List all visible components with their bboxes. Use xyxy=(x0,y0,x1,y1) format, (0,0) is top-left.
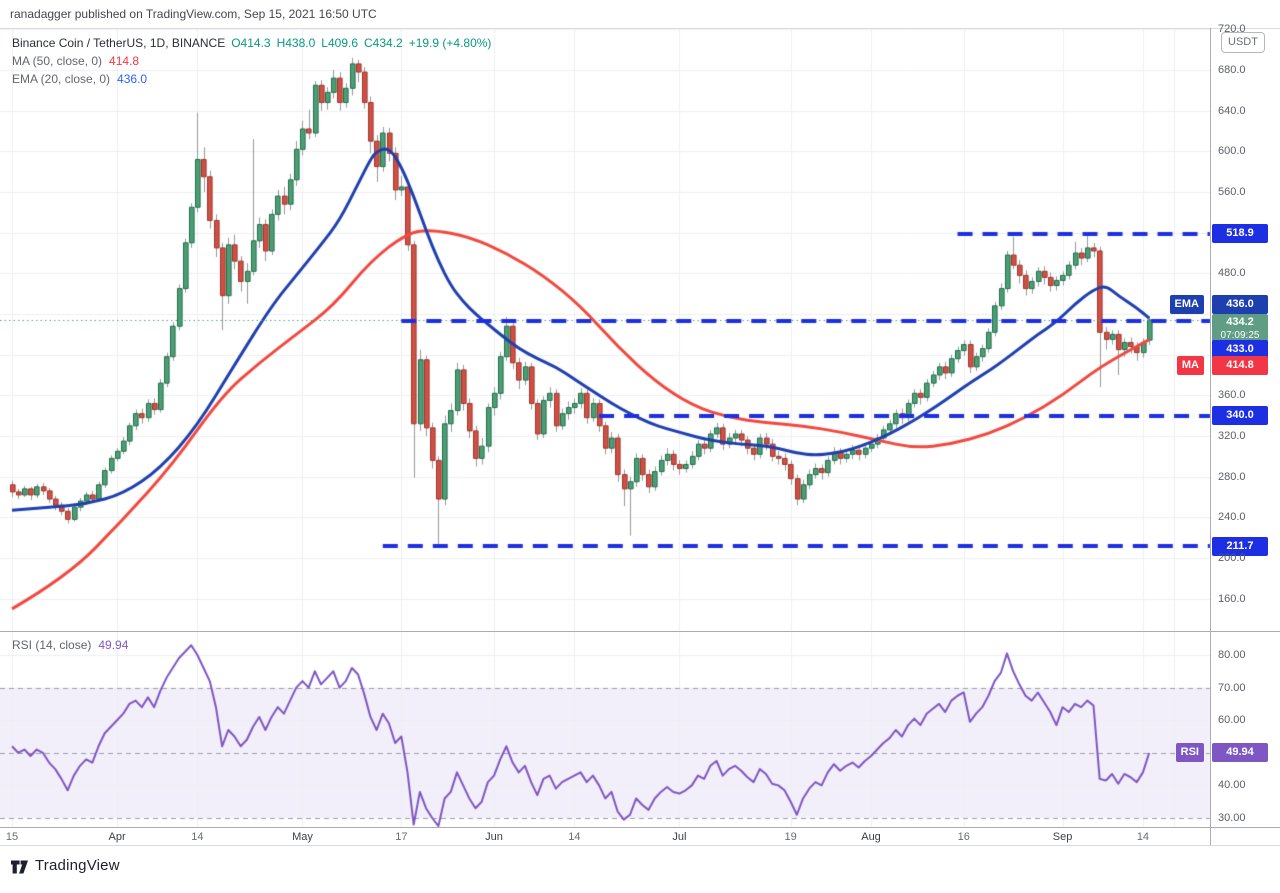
ma-legend[interactable]: MA (50, close, 0) 414.8 xyxy=(12,54,139,68)
time-tick-label-Apr: Apr xyxy=(108,831,126,843)
bottom-border xyxy=(0,845,1280,846)
ema-legend[interactable]: EMA (20, close, 0) 436.0 xyxy=(12,72,147,86)
price-tick-label: 680.0 xyxy=(1218,64,1246,76)
rsi-label: RSI (14, close) xyxy=(12,638,92,652)
tradingview-logo[interactable]: TradingView xyxy=(10,856,120,875)
rsi-axis-value-badge: 49.94 xyxy=(1212,743,1268,762)
price-tick-label: 360.0 xyxy=(1218,389,1246,402)
current-price-value: 434.2 xyxy=(1226,316,1254,328)
ema-axis-value-badge: 436.0 xyxy=(1212,295,1268,314)
time-tick-label-Aug: Aug xyxy=(861,831,881,843)
ohlc-close: C434.2 xyxy=(364,36,403,50)
price-tick-label: 200.0 xyxy=(1218,552,1246,564)
rsi-tick-label: 40.00 xyxy=(1218,779,1246,792)
symbol-title: Binance Coin / TetherUS, 1D, BINANCE xyxy=(12,36,226,50)
time-tick-label-14: 14 xyxy=(568,831,581,843)
time-tick-label-Jun: Jun xyxy=(485,831,503,843)
attribution-text: ranadagger published on TradingView.com,… xyxy=(10,7,377,21)
symbol-legend[interactable]: Binance Coin / TetherUS, 1D, BINANCE O414… xyxy=(12,36,491,50)
time-tick-label-14: 14 xyxy=(1136,831,1150,843)
price-tick-label: 640.0 xyxy=(1218,104,1246,117)
price-axis-border xyxy=(1210,28,1211,845)
time-tick-label-May: May xyxy=(292,831,313,843)
price-tick-label: 560.0 xyxy=(1218,186,1246,198)
current-price-badge: 434.2 07:09:25 xyxy=(1212,314,1268,344)
rsi-legend[interactable]: RSI (14, close) 49.94 xyxy=(12,638,128,652)
rsi-tick-label: 70.00 xyxy=(1218,681,1246,694)
time-tick-label-17: 17 xyxy=(395,831,408,843)
tradingview-logo-icon xyxy=(11,860,28,874)
ma-value: 414.8 xyxy=(109,54,140,68)
tradingview-logo-text: TradingView xyxy=(35,857,120,874)
time-tick-label-Sep: Sep xyxy=(1052,831,1073,843)
price-tick-label: 480.0 xyxy=(1218,267,1246,280)
time-tick-label-16: 16 xyxy=(957,831,970,843)
level-badge-340.0: 340.0 xyxy=(1212,406,1268,425)
rsi-axis-label-chip: RSI xyxy=(1175,743,1204,762)
level-badge-211.7: 211.7 xyxy=(1212,537,1268,556)
time-tick-label-Jul: Jul xyxy=(672,831,687,843)
price-tick-label: 160.0 xyxy=(1218,592,1246,605)
price-tick-label: 720.0 xyxy=(1218,23,1246,36)
level-badge-518.9: 518.9 xyxy=(1212,224,1268,243)
rsi-tick-label: 30.00 xyxy=(1218,812,1246,824)
level-badge-433.0: 433.0 xyxy=(1212,340,1268,359)
ma-axis-label-chip: MA xyxy=(1176,356,1204,375)
time-tick-label-14: 14 xyxy=(191,831,204,843)
price-tick-label: 240.0 xyxy=(1218,511,1246,524)
ohlc-change: +19.9 (+4.80%) xyxy=(408,36,492,50)
ema-axis-label-chip: EMA xyxy=(1169,295,1204,314)
rsi-value: 49.94 xyxy=(98,638,129,652)
price-tick-label: 600.0 xyxy=(1218,145,1246,158)
ema-value: 436.0 xyxy=(117,72,148,86)
time-tick-label-19: 19 xyxy=(784,831,797,843)
time-tick-label-15: 15 xyxy=(5,831,19,843)
ohlc-high: H438.0 xyxy=(276,36,316,50)
rsi-tick-label: 60.00 xyxy=(1218,714,1246,727)
time-axis-separator xyxy=(0,827,1280,828)
pane-separator[interactable] xyxy=(0,631,1280,632)
bar-countdown: 07:09:25 xyxy=(1220,330,1260,341)
chart-frame-top-border xyxy=(0,28,1280,29)
ma-axis-value-badge: 414.8 xyxy=(1212,356,1268,375)
ohlc-low: L409.6 xyxy=(321,36,358,50)
ohlc-open: O414.3 xyxy=(231,36,271,50)
rsi-tick-label: 80.00 xyxy=(1218,649,1246,661)
price-tick-label: 280.0 xyxy=(1218,470,1246,483)
ma-label: MA (50, close, 0) xyxy=(12,54,103,68)
ema-label: EMA (20, close, 0) xyxy=(12,72,111,86)
price-tick-label: 320.0 xyxy=(1218,430,1246,442)
currency-toggle-usdt[interactable]: USDT xyxy=(1221,32,1265,53)
